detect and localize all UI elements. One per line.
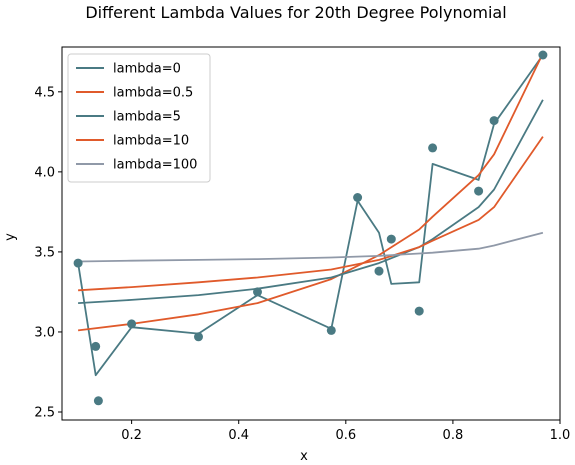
y-tick-label: 3.5: [34, 245, 55, 260]
y-tick-label: 4.0: [34, 165, 55, 180]
x-tick-label: 0.8: [443, 428, 464, 443]
x-tick-label: 1.0: [550, 428, 571, 443]
series-line-2: [78, 99, 544, 304]
legend-entry: lambda=5: [113, 110, 181, 125]
data-point: [73, 258, 83, 268]
data-point: [386, 234, 396, 244]
data-point: [353, 193, 363, 202]
chart-title: Different Lambda Values for 20th Degree …: [85, 3, 506, 22]
legend-entry: lambda=0: [113, 62, 181, 77]
legend-entry: lambda=0.5: [113, 86, 193, 101]
plot-frame: [61, 46, 561, 421]
data-point: [326, 325, 336, 335]
x-axis-ticks: 0.2 0.4 0.6 0.8 1.0: [121, 420, 570, 443]
y-axis-ticks: 2.5 3.0 3.5 4.0 4.5: [34, 85, 62, 420]
x-tick-label: 0.6: [335, 428, 356, 443]
x-axis-label: x: [300, 449, 308, 464]
data-point: [194, 332, 203, 342]
data-point: [489, 116, 499, 126]
legend-entry: lambda=10: [113, 134, 189, 149]
data-point: [253, 287, 262, 297]
series-line-3: [78, 136, 544, 292]
plot-area: [73, 50, 548, 406]
legend-box: [67, 53, 211, 183]
data-point: [374, 266, 384, 276]
data-point: [474, 186, 484, 196]
y-tick-label: 2.5: [34, 405, 55, 420]
data-point: [91, 341, 101, 351]
y-tick-label: 4.5: [34, 85, 55, 100]
legend-entry: lambda=100: [113, 158, 197, 173]
series-line-0: [77, 54, 544, 377]
x-tick-label: 0.2: [121, 428, 142, 443]
y-axis-label: y: [3, 233, 18, 241]
y-tick-label: 3.0: [34, 325, 55, 340]
data-point: [127, 319, 137, 329]
x-tick-label: 0.4: [228, 428, 249, 443]
data-point: [538, 50, 548, 60]
series-line-4: [78, 231, 544, 263]
data-point: [428, 143, 438, 153]
data-point: [93, 396, 103, 406]
data-point: [414, 306, 424, 316]
legend: lambda=0 lambda=0.5 lambda=5 lambda=10 lambd…: [67, 53, 211, 183]
